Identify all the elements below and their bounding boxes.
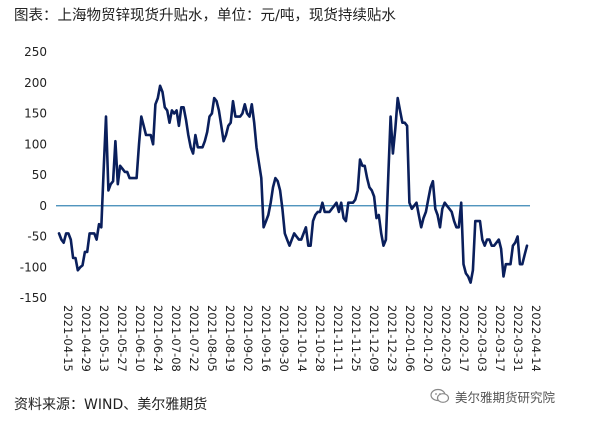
x-tick-label: 2021-11-25 [349,305,363,372]
x-tick-label: 2021-11-11 [331,305,345,372]
x-tick-label: 2022-03-17 [493,305,507,372]
x-tick-label: 2021-08-05 [205,305,219,372]
x-tick-label: 2022-01-20 [421,305,435,372]
x-tick-label: 2021-07-08 [169,305,183,372]
x-tick-label: 2022-03-31 [511,305,525,372]
x-tick-label: 2021-07-22 [187,305,201,372]
x-tick-label: 2022-01-06 [403,305,417,372]
y-tick-label: -150 [20,291,47,305]
y-tick-label: -50 [27,230,47,244]
source-note: 资料来源：WIND、美尔雅期货 [14,397,208,413]
x-tick-label: 2021-10-14 [295,305,309,372]
y-tick-label: 0 [39,199,47,213]
y-tick-label: 200 [24,76,47,90]
series-line [57,84,529,284]
x-tick-label: 2022-03-03 [475,305,489,372]
y-tick-label: 50 [32,168,47,182]
y-tick-label: 150 [24,107,47,121]
x-tick-label: 2021-09-30 [277,305,291,372]
x-tick-label: 2021-05-27 [115,305,129,372]
x-tick-label: 2022-02-03 [439,305,453,372]
y-tick-label: 250 [24,45,47,59]
watermark-text: 美尔雅期货研究院 [455,389,556,405]
x-tick-label: 2021-04-15 [61,305,75,372]
x-tick-label: 2021-10-28 [313,305,327,372]
watermark: 美尔雅期货研究院 [430,385,555,407]
x-tick-label: 2021-04-29 [79,305,93,372]
x-tick-label: 2021-06-24 [151,305,165,372]
x-tick-label: 2021-08-19 [223,305,237,372]
x-tick-label: 2022-04-14 [529,305,543,372]
chart-title: 图表：上海物贸锌现货升贴水，单位：元/吨，现货持续贴水 [14,8,396,24]
x-tick-label: 2022-02-17 [457,305,471,372]
x-tick-label: 2021-12-09 [367,305,381,372]
wechat-icon [430,388,450,403]
y-tick-label: -100 [20,260,47,274]
x-tick-label: 2021-09-02 [241,305,255,372]
x-tick-label: 2021-12-23 [385,305,399,372]
x-tick-label: 2021-09-16 [259,305,273,372]
x-tick-label: 2021-06-10 [133,305,147,372]
x-tick-label: 2021-05-13 [97,305,111,372]
y-tick-label: 100 [24,137,47,151]
